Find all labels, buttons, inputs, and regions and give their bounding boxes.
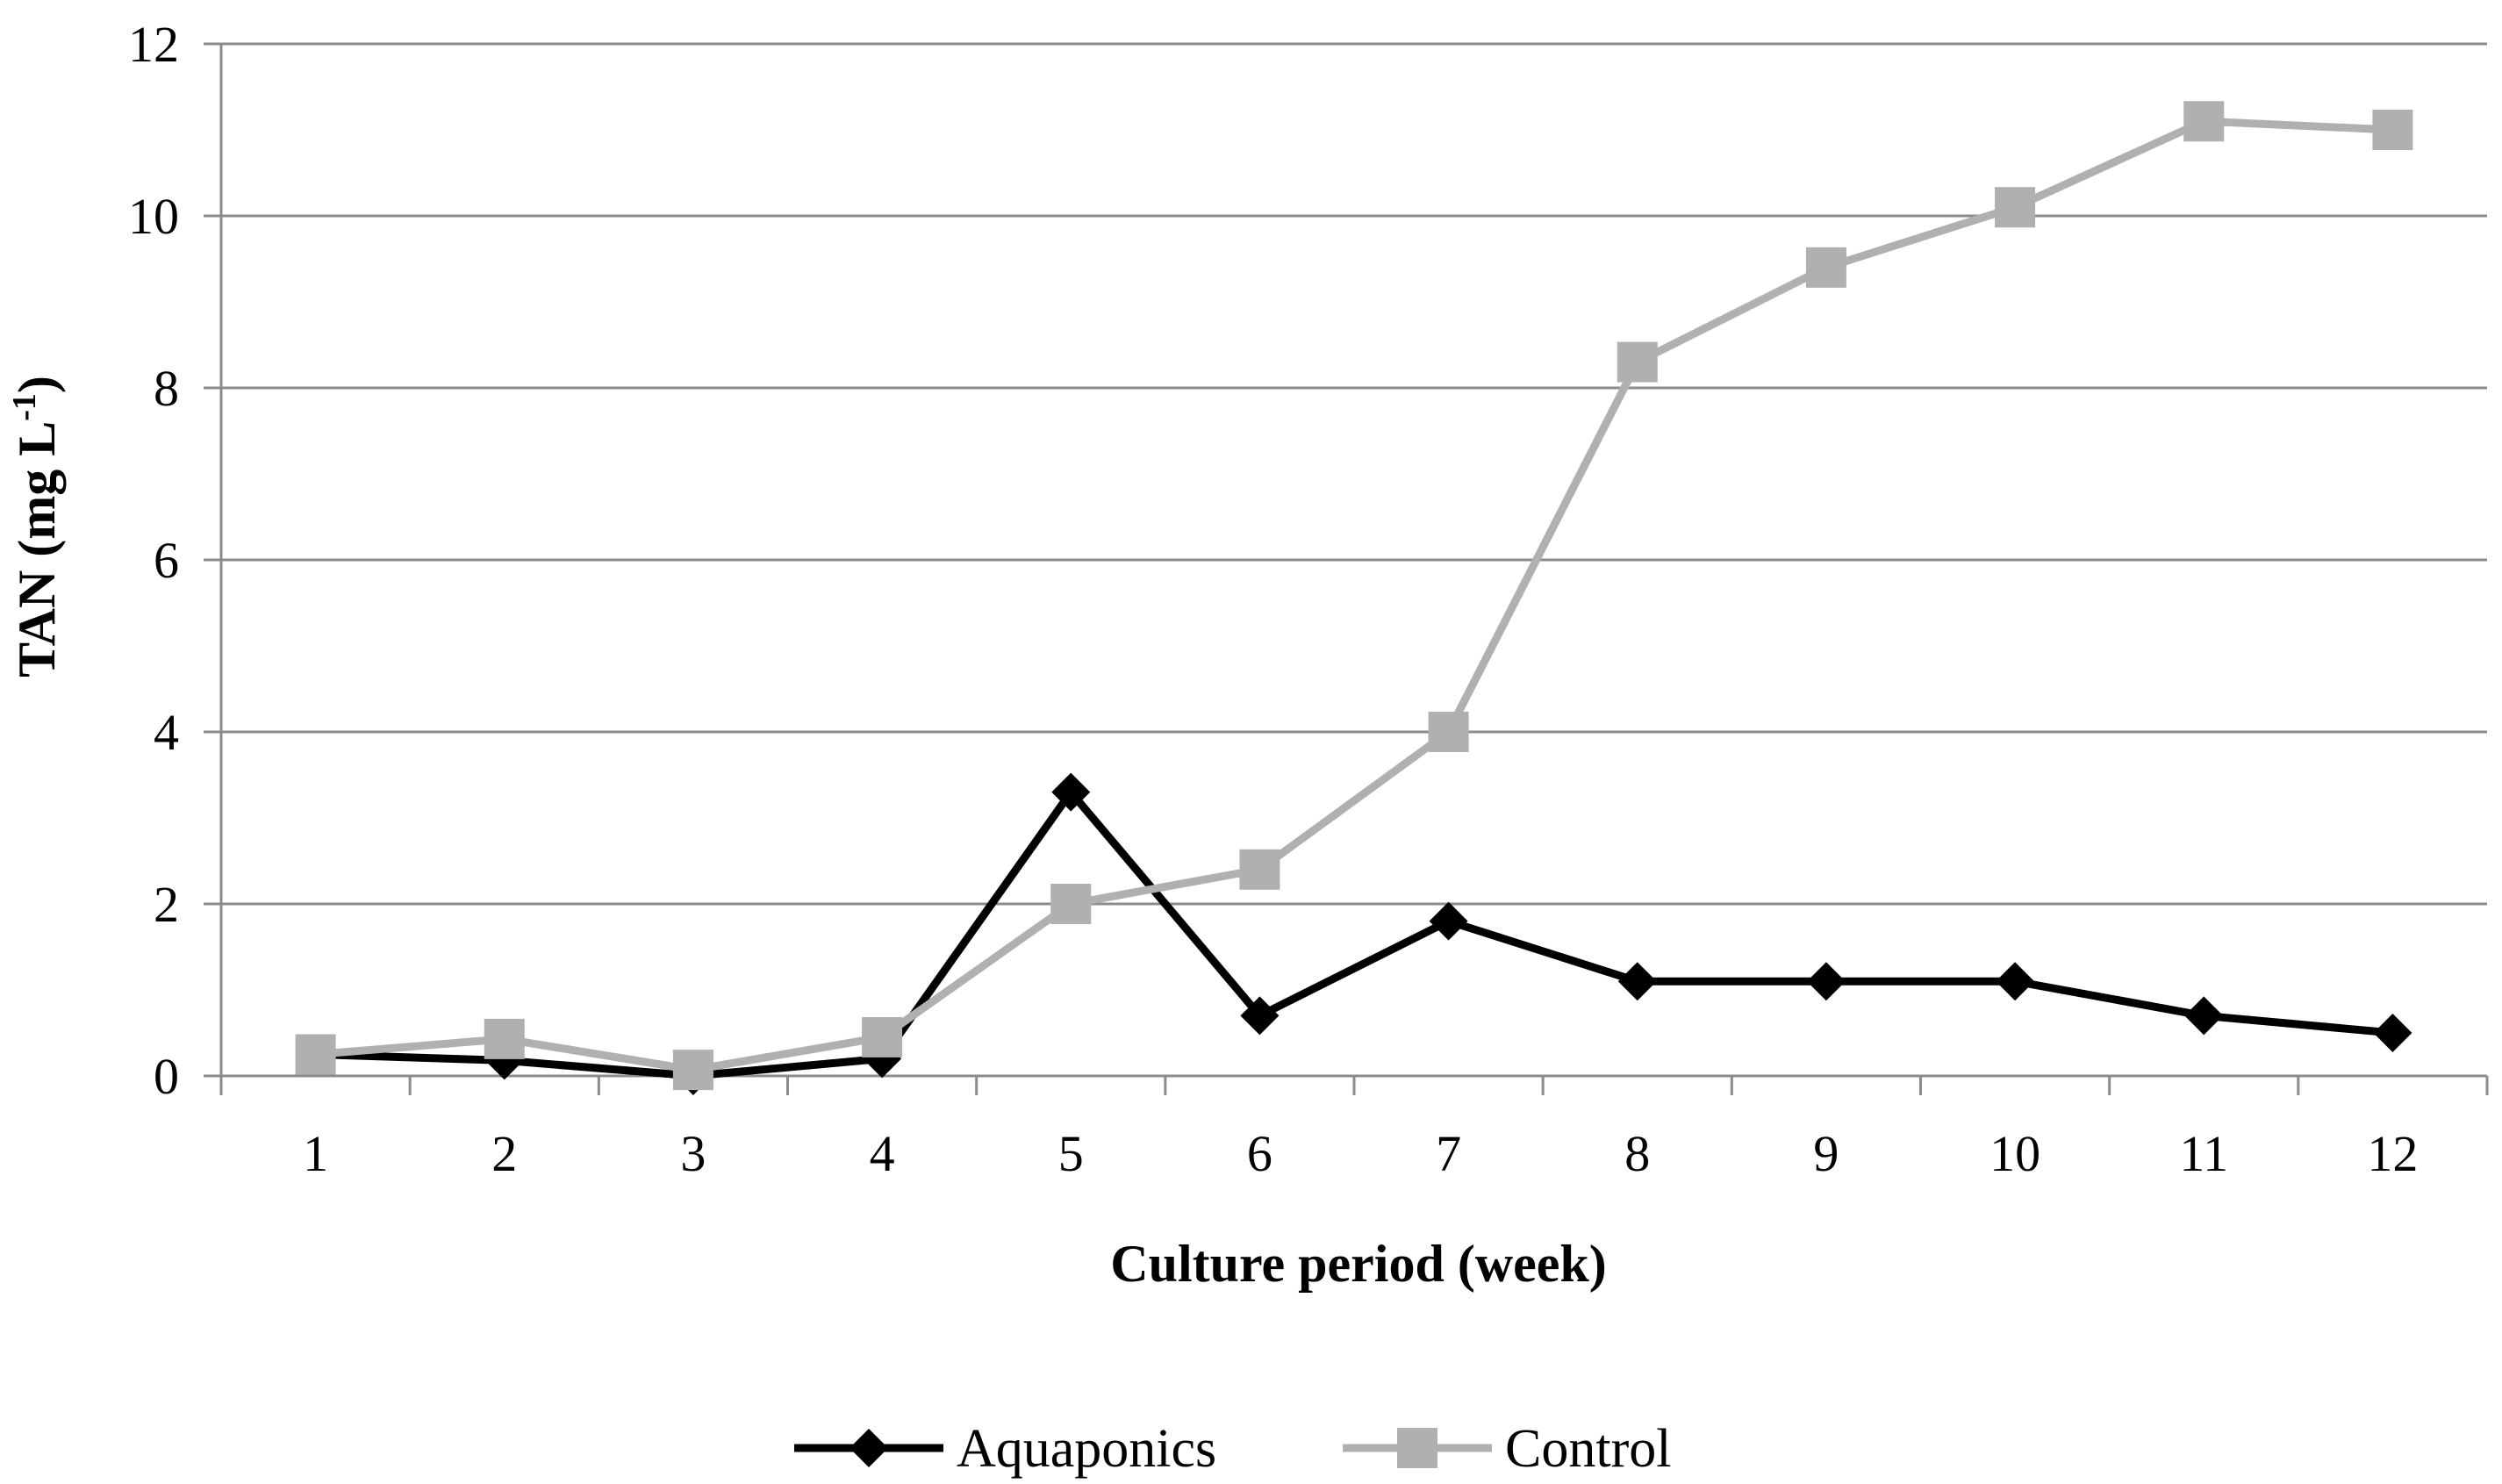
y-tick-label: 12 — [128, 16, 179, 73]
data-point-control — [1617, 341, 1658, 383]
gridlines — [221, 42, 2487, 906]
legend-marker-control — [1397, 1428, 1437, 1468]
data-point-control — [1239, 849, 1280, 890]
series-aquaponics — [296, 772, 2412, 1095]
axes — [204, 42, 2489, 1095]
y-axis-title: TAN (mg L-1) — [6, 376, 66, 677]
x-tick-label: 9 — [1813, 1125, 1839, 1182]
data-point-control — [295, 1034, 336, 1075]
data-point-control — [1805, 247, 1846, 288]
data-point-control — [2372, 110, 2413, 150]
legend-item-aquaponics: Aquaponics — [794, 1419, 1216, 1479]
series-control — [295, 101, 2413, 1091]
data-point-control — [2183, 101, 2225, 142]
series — [295, 101, 2413, 1095]
data-point-aquaponics — [1051, 772, 1091, 812]
legend-item-control: Control — [1343, 1419, 1671, 1479]
data-point-control — [672, 1050, 713, 1091]
x-tick-label: 5 — [1058, 1125, 1084, 1182]
y-tick-labels: 0 2 4 6 8 10 12 — [128, 16, 179, 1105]
data-point-control — [484, 1018, 525, 1059]
series-line-aquaponics — [315, 788, 2393, 1080]
y-tick-label: 2 — [154, 876, 179, 933]
x-tick-label: 7 — [1436, 1125, 1461, 1182]
data-point-aquaponics — [2373, 1014, 2412, 1052]
data-point-control — [862, 1016, 903, 1057]
x-tick-label: 11 — [2179, 1125, 2228, 1182]
legend-label-control: Control — [1505, 1419, 1671, 1479]
x-tick-label: 10 — [1989, 1125, 2040, 1182]
legend-label-aquaponics: Aquaponics — [957, 1419, 1216, 1479]
legend: Aquaponics Control — [794, 1419, 1671, 1479]
x-tick-label: 2 — [491, 1125, 517, 1182]
y-tick-label: 10 — [128, 188, 179, 245]
y-axis-title-superscript: -1 — [6, 393, 43, 421]
x-tick-label: 3 — [680, 1125, 706, 1182]
y-tick-label: 0 — [154, 1048, 179, 1105]
data-point-control — [1428, 712, 1469, 752]
x-tick-label: 1 — [303, 1125, 328, 1182]
data-point-aquaponics — [2184, 996, 2224, 1036]
data-point-aquaponics — [1240, 996, 1280, 1036]
y-tick-label: 4 — [154, 704, 179, 761]
y-tick-label: 6 — [154, 532, 179, 589]
data-point-control — [1050, 884, 1092, 924]
data-point-aquaponics — [1429, 901, 1468, 941]
data-point-aquaponics — [1617, 962, 1657, 1001]
x-axis-title: Culture period (week) — [1110, 1235, 1607, 1293]
x-tick-label: 4 — [870, 1125, 895, 1182]
x-tick-label: 8 — [1624, 1125, 1650, 1182]
x-tick-label: 6 — [1247, 1125, 1273, 1182]
y-axis-title-close: ) — [8, 376, 66, 393]
x-tick-labels: 1 2 3 4 5 6 7 8 9 10 11 12 — [303, 1125, 2418, 1182]
data-point-control — [1995, 187, 2036, 228]
x-tick-label: 12 — [2367, 1125, 2418, 1182]
y-axis-title-main: TAN (mg L — [8, 421, 66, 677]
y-tick-label: 8 — [154, 360, 179, 417]
data-point-aquaponics — [1996, 962, 2035, 1001]
legend-marker-aquaponics — [850, 1429, 888, 1467]
series-line-control — [315, 117, 2393, 1074]
data-point-aquaponics — [1806, 962, 1846, 1001]
